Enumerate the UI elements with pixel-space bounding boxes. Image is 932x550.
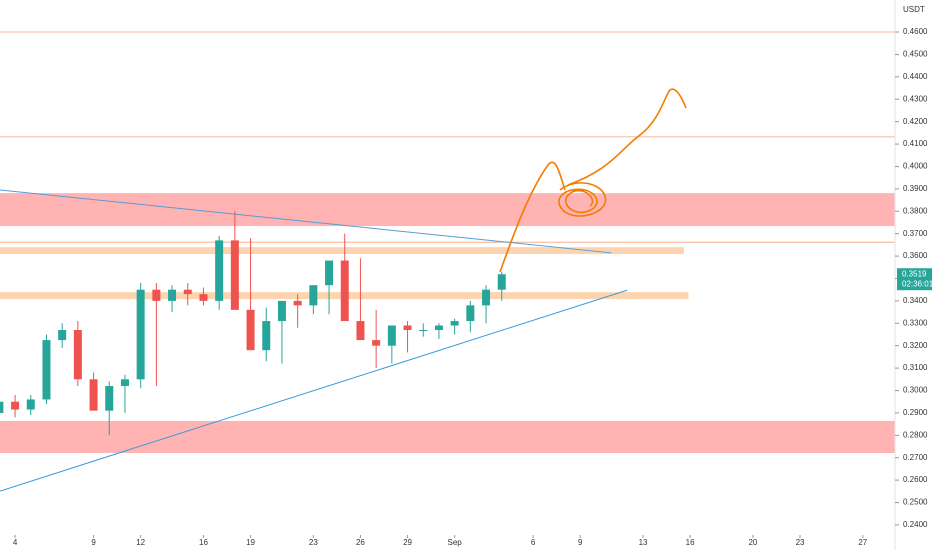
candle-body — [466, 305, 475, 322]
freehand-circle — [558, 182, 607, 217]
y-tick-label: 0.2700 — [903, 453, 928, 462]
candle-body — [105, 386, 114, 411]
candle-body — [73, 330, 82, 380]
y-tick-label: 0.3100 — [903, 363, 928, 372]
candle-body — [497, 274, 506, 290]
currency-label: USDT — [903, 5, 925, 14]
y-tick-label: 0.4500 — [903, 50, 928, 59]
x-tick-label: 6 — [531, 538, 536, 547]
candle-body — [11, 401, 20, 410]
candle-body — [387, 325, 396, 346]
x-tick-label: 20 — [748, 538, 757, 547]
candle-body — [340, 260, 349, 322]
last-price-label: 0.3519 — [902, 269, 927, 278]
last-price-box — [897, 268, 932, 291]
candle-body — [199, 294, 208, 301]
y-tick-label: 0.3900 — [903, 184, 928, 193]
candle-body — [293, 300, 302, 306]
y-tick-label: 0.2900 — [903, 408, 928, 417]
candle-body — [356, 321, 365, 341]
y-tick-label: 0.4100 — [903, 139, 928, 148]
candle-body — [0, 401, 4, 413]
candle-body — [168, 289, 177, 301]
y-tick-label: 0.3200 — [903, 341, 928, 350]
candle-body — [434, 325, 443, 331]
freehand-arrow — [499, 88, 687, 273]
candle-body — [230, 240, 239, 310]
candle-body — [246, 309, 255, 351]
x-tick-label: 23 — [796, 538, 805, 547]
candle-body — [419, 330, 428, 332]
candle-body — [262, 321, 271, 351]
candle-body — [277, 300, 286, 322]
y-tick-label: 0.3800 — [903, 206, 928, 215]
candle-body — [325, 260, 334, 286]
candle-body — [309, 285, 318, 306]
trendline — [0, 189, 612, 254]
candle-body — [183, 289, 192, 295]
y-tick-label: 0.3700 — [903, 229, 928, 238]
y-tick-label: 0.4200 — [903, 117, 928, 126]
trendline — [0, 289, 628, 492]
y-tick-label: 0.4600 — [903, 27, 928, 36]
candle-body — [42, 340, 51, 400]
x-tick-label: 16 — [686, 538, 695, 547]
countdown-label: 02:36:01 — [902, 279, 932, 288]
plot-area — [0, 31, 895, 492]
candle-body — [450, 321, 459, 326]
candle-body — [403, 325, 412, 331]
x-tick-label: 13 — [639, 538, 648, 547]
y-tick-label: 0.3300 — [903, 318, 928, 327]
y-tick-label: 0.3000 — [903, 386, 928, 395]
y-tick-label: 0.3600 — [903, 251, 928, 260]
y-tick-label: 0.2400 — [903, 520, 928, 529]
candle-body — [136, 289, 145, 380]
y-tick-label: 0.2600 — [903, 475, 928, 484]
x-tick-label: 29 — [403, 538, 412, 547]
y-tick-label: 0.2500 — [903, 498, 928, 507]
y-tick-label: 0.3400 — [903, 296, 928, 305]
x-tick-label: 26 — [356, 538, 365, 547]
y-tick-label: 0.4000 — [903, 162, 928, 171]
y-tick-label: 0.2800 — [903, 430, 928, 439]
y-tick-label: 0.4400 — [903, 72, 928, 81]
candle-body — [482, 289, 491, 306]
y-tick-label: 0.4300 — [903, 94, 928, 103]
candle-body — [89, 379, 98, 411]
x-tick-label: 9 — [578, 538, 583, 547]
candle-body — [120, 379, 129, 387]
candle-body — [215, 240, 224, 301]
x-tick-label: Sep — [448, 538, 463, 547]
price-zone — [0, 247, 684, 255]
x-tick-label: 12 — [136, 538, 145, 547]
x-tick-label: 16 — [199, 538, 208, 547]
candle-body — [26, 399, 35, 410]
x-tick-label: 27 — [858, 538, 867, 547]
x-tick-label: 9 — [91, 538, 96, 547]
candle-body — [58, 330, 67, 341]
candle-body — [372, 340, 381, 346]
candle-body — [152, 289, 161, 301]
x-tick-label: 19 — [246, 538, 255, 547]
price-zone — [0, 420, 895, 454]
x-tick-label: 4 — [13, 538, 18, 547]
x-tick-label: 23 — [309, 538, 318, 547]
price-zone — [0, 193, 895, 227]
